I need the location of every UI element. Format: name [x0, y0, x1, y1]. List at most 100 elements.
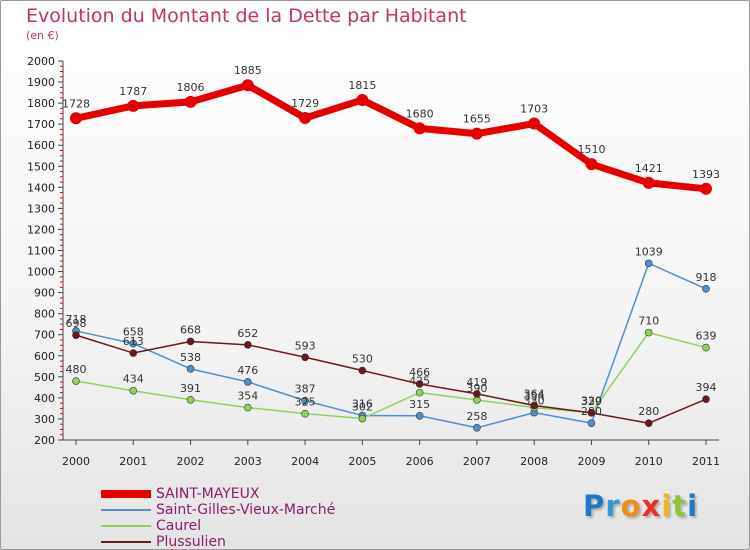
data-label: 1703: [520, 103, 548, 116]
data-point: [186, 337, 195, 346]
y-tick-label: 1800: [27, 97, 55, 110]
y-tick-label: 1900: [27, 76, 55, 89]
series-line-3: [75, 334, 707, 424]
data-label: 593: [295, 339, 316, 352]
data-point: [530, 401, 538, 410]
legend-swatch: [101, 541, 151, 543]
y-tick-label: 1700: [27, 118, 55, 131]
data-label: 329: [581, 395, 602, 408]
data-label: 480: [66, 363, 87, 376]
data-point: [470, 127, 483, 140]
data-label: 466: [409, 366, 430, 379]
y-tick-label: 800: [34, 308, 55, 321]
legend-swatch: [101, 525, 151, 527]
x-tick-label: 2001: [119, 455, 147, 468]
data-label: 1393: [692, 168, 720, 181]
data-label: 1815: [348, 79, 376, 92]
data-point: [72, 331, 80, 339]
data-point: [700, 182, 712, 195]
logo-letter: i: [661, 489, 673, 523]
data-point: [644, 259, 653, 268]
data-label: 538: [180, 351, 201, 364]
data-point: [70, 112, 82, 125]
data-point: [241, 79, 254, 92]
data-label: 315: [409, 398, 430, 411]
y-tick-label: 1200: [27, 223, 55, 236]
data-point: [644, 328, 653, 337]
data-label: 302: [352, 401, 373, 414]
data-point: [244, 341, 252, 349]
data-label: 1510: [577, 143, 605, 156]
y-tick-label: 1400: [27, 181, 55, 194]
data-label: 391: [180, 382, 201, 395]
data-point: [415, 388, 424, 397]
data-label: 258: [466, 410, 487, 423]
series-line-0: [72, 81, 710, 193]
x-tick-label: 2009: [577, 455, 605, 468]
data-point: [127, 99, 140, 112]
data-label: 325: [295, 396, 316, 409]
y-tick-label: 1500: [27, 160, 55, 173]
data-label: 476: [237, 364, 258, 377]
x-tick-label: 2006: [406, 455, 434, 468]
data-label: 364: [524, 387, 545, 400]
logo-letter: r: [605, 489, 621, 523]
legend-swatch: [101, 509, 151, 511]
data-point: [587, 419, 596, 427]
legend-label: Saint-Gilles-Vieux-Marché: [156, 502, 336, 518]
data-point: [644, 419, 653, 427]
x-tick-label: 2004: [291, 455, 319, 468]
data-label: 698: [66, 317, 87, 330]
data-label: 668: [180, 323, 201, 336]
data-label: 613: [123, 335, 144, 348]
data-label: 354: [237, 390, 258, 403]
data-label: 1039: [635, 245, 663, 258]
y-tick-label: 2000: [27, 55, 55, 68]
series-line-2: [75, 331, 707, 420]
data-label: 658: [123, 326, 144, 339]
data-point: [299, 112, 312, 125]
x-tick-label: 2002: [177, 455, 205, 468]
data-point: [585, 158, 598, 171]
data-point: [301, 353, 309, 362]
data-point: [415, 380, 424, 388]
data-point: [473, 390, 481, 398]
data-label: 1680: [406, 107, 434, 120]
data-label: 1655: [463, 113, 491, 126]
data-point: [528, 117, 541, 130]
y-tick-label: 600: [34, 350, 55, 363]
chart-subtitle: (en €): [26, 29, 59, 42]
data-label: 718: [66, 313, 87, 326]
legend-label: Plussulien: [156, 534, 226, 550]
proxiti-logo: Proxiti: [583, 489, 698, 523]
data-point: [184, 95, 197, 108]
data-label: 1885: [234, 64, 262, 77]
data-label: 387: [295, 383, 316, 396]
data-point: [244, 403, 252, 412]
data-point: [587, 409, 596, 417]
data-point: [301, 409, 309, 418]
data-point: [186, 365, 195, 373]
data-label: 330: [581, 395, 602, 408]
data-label: 390: [466, 382, 487, 395]
data-label: 1728: [62, 97, 90, 110]
data-label: 434: [123, 373, 144, 386]
y-tick-label: 1100: [27, 245, 55, 258]
y-tick-label: 900: [34, 287, 55, 300]
data-label: 639: [696, 330, 717, 343]
data-label: 918: [696, 271, 717, 284]
data-point: [186, 395, 195, 404]
data-label: 652: [237, 327, 258, 340]
legend-label: Caurel: [156, 518, 202, 534]
x-tick-label: 2000: [62, 455, 90, 468]
legend-swatch: [101, 490, 151, 498]
data-label: 419: [466, 376, 487, 389]
legend-label: SAINT-MAYEUX: [156, 486, 260, 502]
data-point: [358, 414, 367, 423]
data-point: [129, 349, 138, 357]
y-tick-label: 400: [34, 392, 55, 405]
logo-letter: o: [620, 489, 642, 523]
x-tick-label: 2007: [463, 455, 491, 468]
